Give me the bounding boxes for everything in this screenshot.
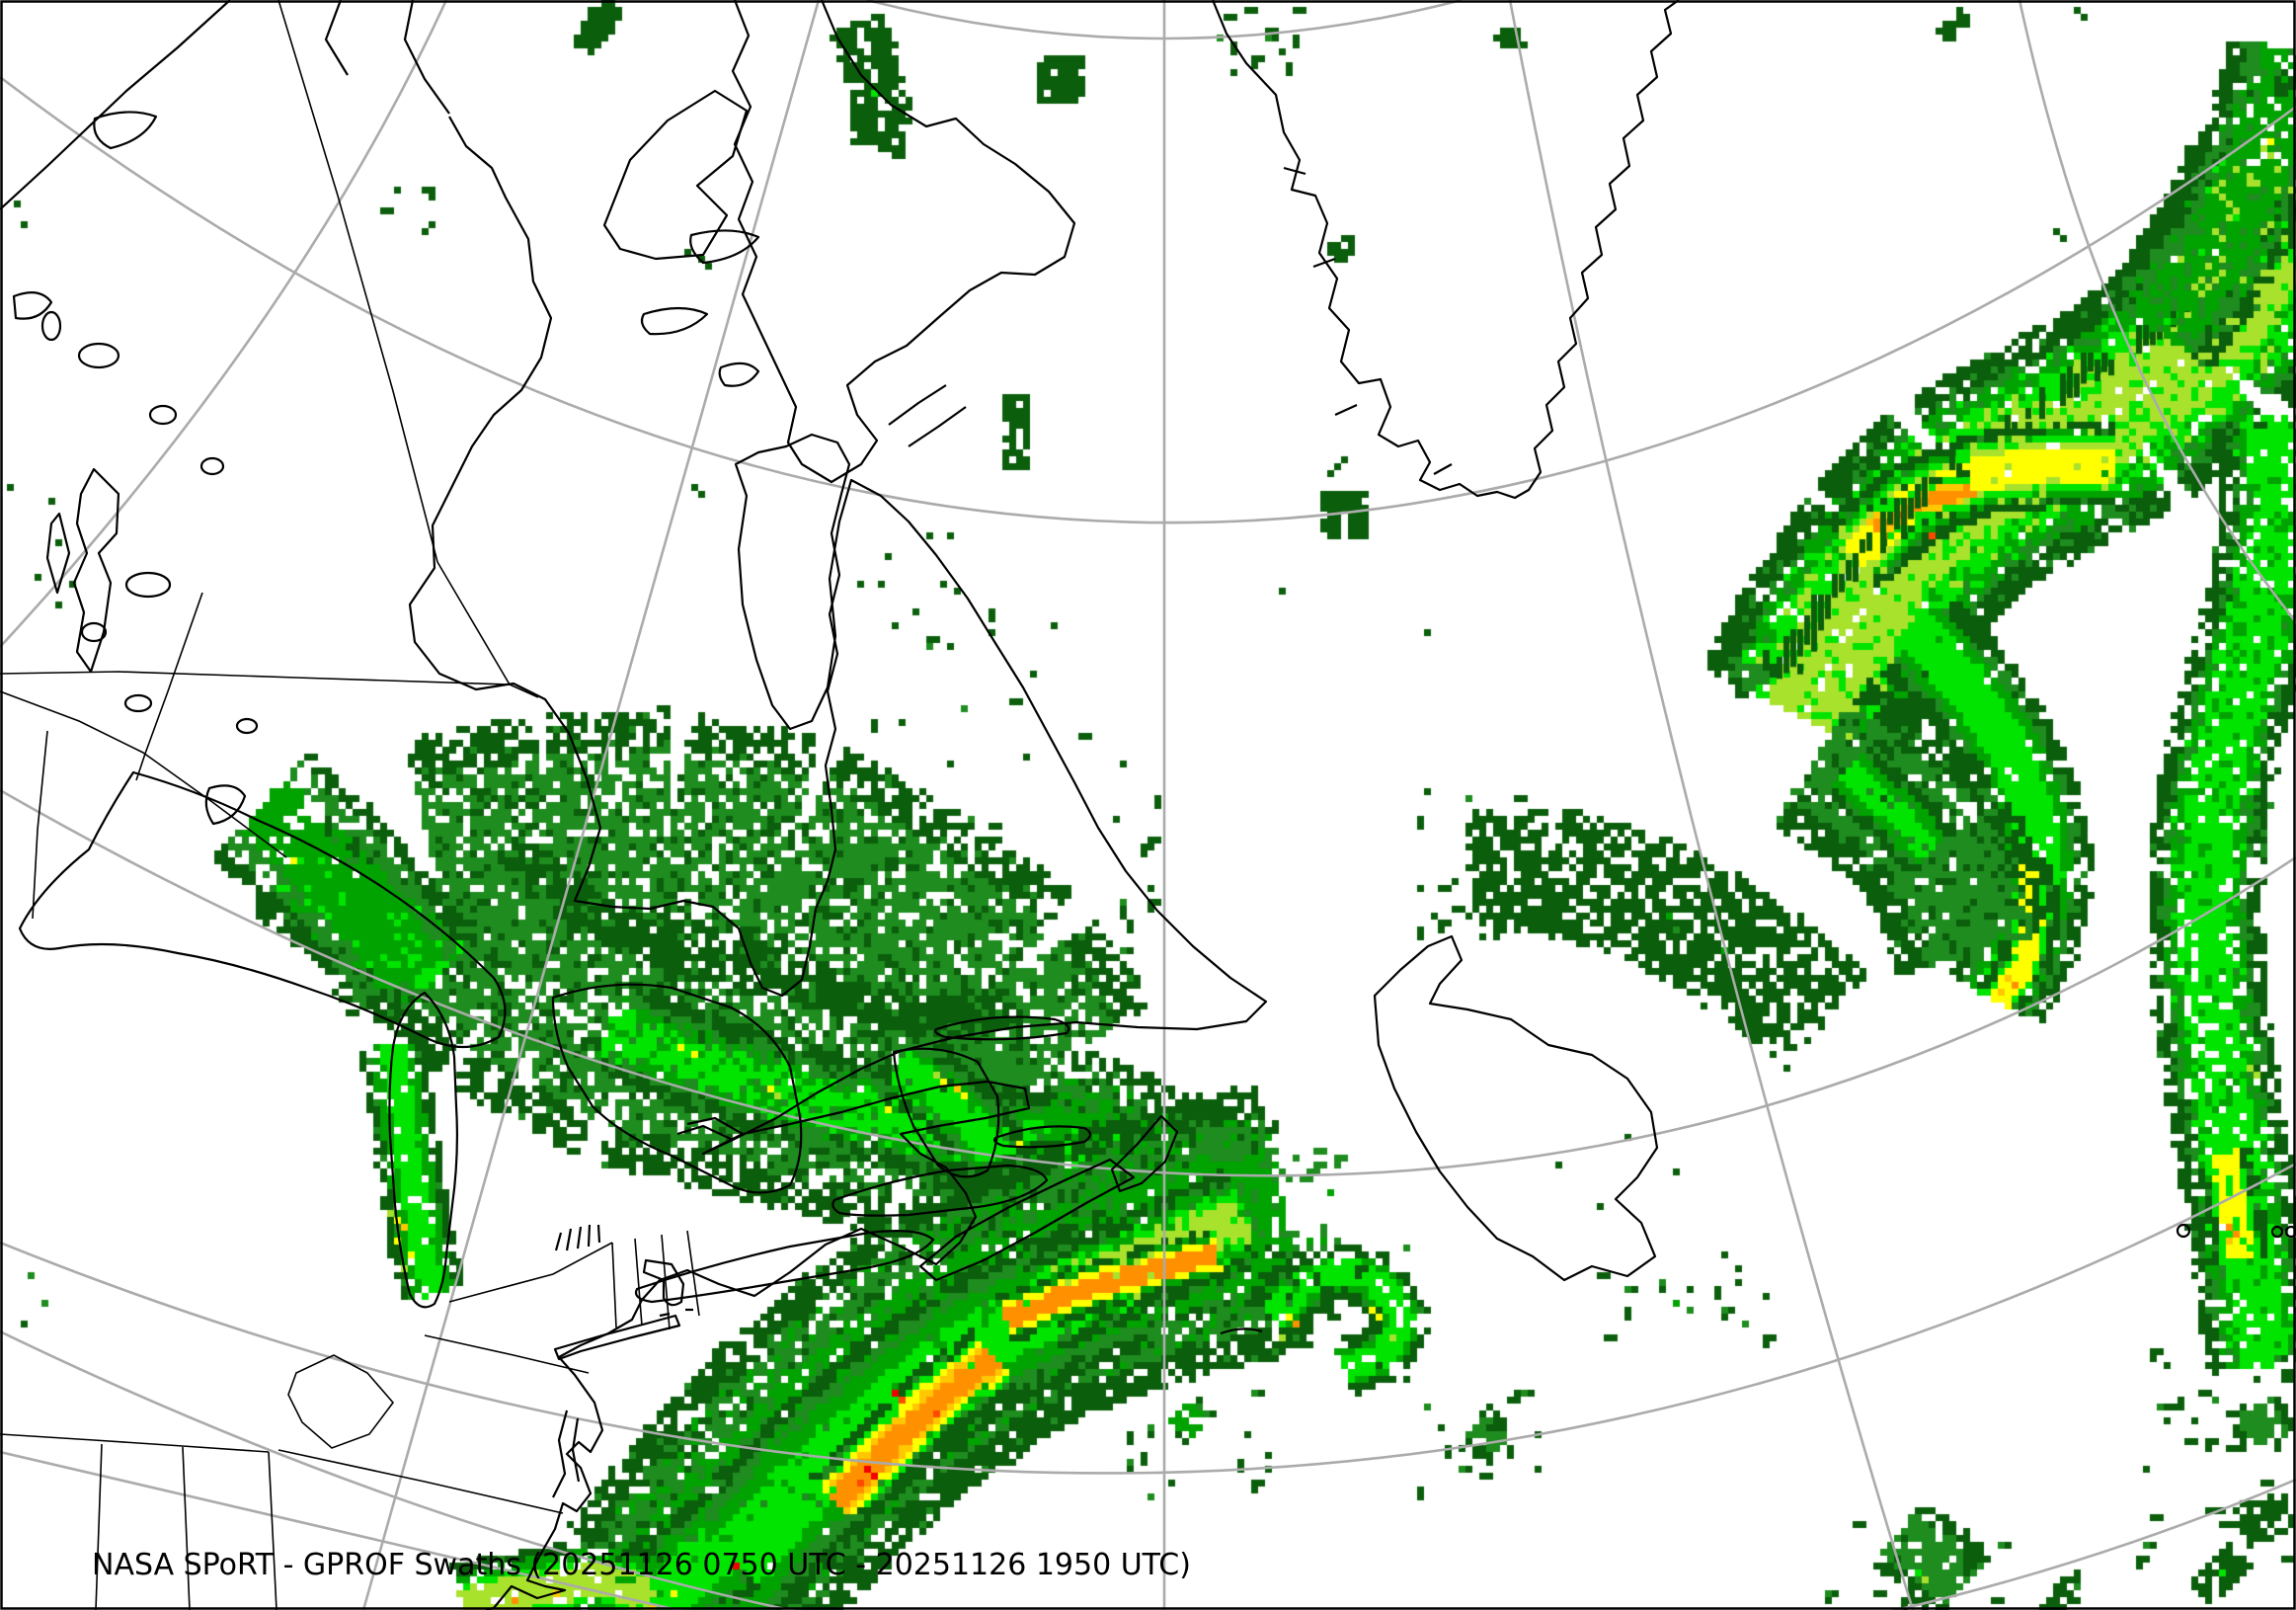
border-new-england xyxy=(686,1230,700,1317)
lakes xyxy=(18,310,1049,1309)
lake-superior xyxy=(18,770,507,1049)
coast-cape-breton xyxy=(1110,1114,1179,1193)
coast-arctic-island xyxy=(324,0,349,76)
small-lake xyxy=(40,310,62,342)
finger-lake xyxy=(565,1228,573,1251)
meridian-line xyxy=(1508,0,1915,1610)
coast-foxe-island xyxy=(689,229,760,265)
small-lake xyxy=(124,571,172,599)
border-ny-pa xyxy=(448,1242,613,1303)
coast-chesapeake xyxy=(571,1417,581,1483)
coast-southampton xyxy=(602,89,749,261)
lake-winnipeg xyxy=(72,467,120,674)
border-to-coast xyxy=(509,684,539,698)
coast-greenland-fjord xyxy=(1312,257,1336,269)
small-lake xyxy=(199,456,225,476)
border-state-vertical xyxy=(95,1443,103,1610)
lake-michigan xyxy=(388,991,458,1309)
coast-nova-scotia xyxy=(918,1158,1136,1282)
island-dot xyxy=(2176,1223,2191,1239)
coast-melville xyxy=(403,0,450,115)
coast-stlawrence-river xyxy=(676,1124,734,1141)
border-us-canada-west xyxy=(0,690,287,858)
coast-greenland-fjord xyxy=(1334,403,1358,417)
border-new-england xyxy=(634,1238,643,1327)
coast-newfoundland xyxy=(1373,934,1659,1282)
border-va-nc xyxy=(277,1449,564,1514)
border-nunavut-horizontal xyxy=(0,671,511,685)
lake-georgian-bay xyxy=(892,1047,1000,1178)
meridian-line xyxy=(0,0,448,648)
finger-lake xyxy=(587,1224,592,1248)
coast-frobisher xyxy=(908,406,967,447)
meridian-line xyxy=(361,0,821,1610)
coast-arctic-island xyxy=(93,111,158,150)
border-minnesota xyxy=(32,730,48,920)
coast-greenland xyxy=(1211,0,1680,500)
small-lake xyxy=(235,717,259,735)
island-dot xyxy=(2270,1225,2284,1239)
parallel-arc xyxy=(0,788,2296,1177)
coast-coats xyxy=(640,306,709,336)
border-ohio-penn xyxy=(0,1433,270,1453)
coast-chesapeake xyxy=(552,1409,569,1498)
parallel-arc xyxy=(0,1450,683,1610)
coast-sable-island xyxy=(1220,1328,1263,1335)
border-ontario-manitoba xyxy=(135,592,203,781)
border-west-virginia xyxy=(287,1354,395,1449)
coast-greenland-fjord xyxy=(1433,463,1453,475)
meridian-line xyxy=(2018,0,2296,624)
small-lake xyxy=(80,621,108,643)
coast-mansel xyxy=(718,362,760,387)
finger-lake xyxy=(576,1226,583,1249)
coast-arctic-island xyxy=(12,291,53,320)
coast-anticosti xyxy=(934,1015,1070,1041)
coast-hudson-mainland xyxy=(408,116,1268,1610)
parallel-arc xyxy=(0,1329,2296,1610)
coast-stlawrence-river xyxy=(686,1116,744,1135)
border-mason-dixon xyxy=(424,1334,590,1374)
lake-erie xyxy=(634,1230,935,1304)
coast-frobisher xyxy=(888,384,947,426)
coast-cape-cod xyxy=(642,1258,685,1307)
map-caption: NASA SPoRT - GPROF Swaths (20251126 0750… xyxy=(92,1548,1191,1582)
parallel-arc xyxy=(0,1162,2296,1475)
coast-pei xyxy=(992,1125,1092,1149)
coast-arctic-mainland xyxy=(0,0,231,210)
finger-lake xyxy=(596,1224,601,1244)
coast-greenland-fjord xyxy=(1283,166,1306,176)
small-lake xyxy=(77,342,120,369)
finger-lake xyxy=(554,1232,563,1251)
small-lake xyxy=(148,404,178,426)
lake-huron xyxy=(551,983,803,1194)
small-lake xyxy=(123,693,153,713)
island-dot xyxy=(2284,1225,2296,1239)
border-state-vertical xyxy=(268,1451,277,1610)
coast-baffin xyxy=(731,0,1076,484)
border-state-vertical xyxy=(182,1446,191,1610)
parallel-arc xyxy=(0,75,2296,524)
borders xyxy=(0,0,700,1610)
lake-ontario xyxy=(831,1164,1049,1217)
border-manitoba-diagonal xyxy=(277,0,511,685)
coast-long-island xyxy=(553,1314,681,1361)
border-new-england xyxy=(661,1234,671,1330)
lake-winnipegosis xyxy=(45,512,71,595)
lake-nipigon xyxy=(204,784,247,826)
border-new-england xyxy=(611,1242,617,1328)
